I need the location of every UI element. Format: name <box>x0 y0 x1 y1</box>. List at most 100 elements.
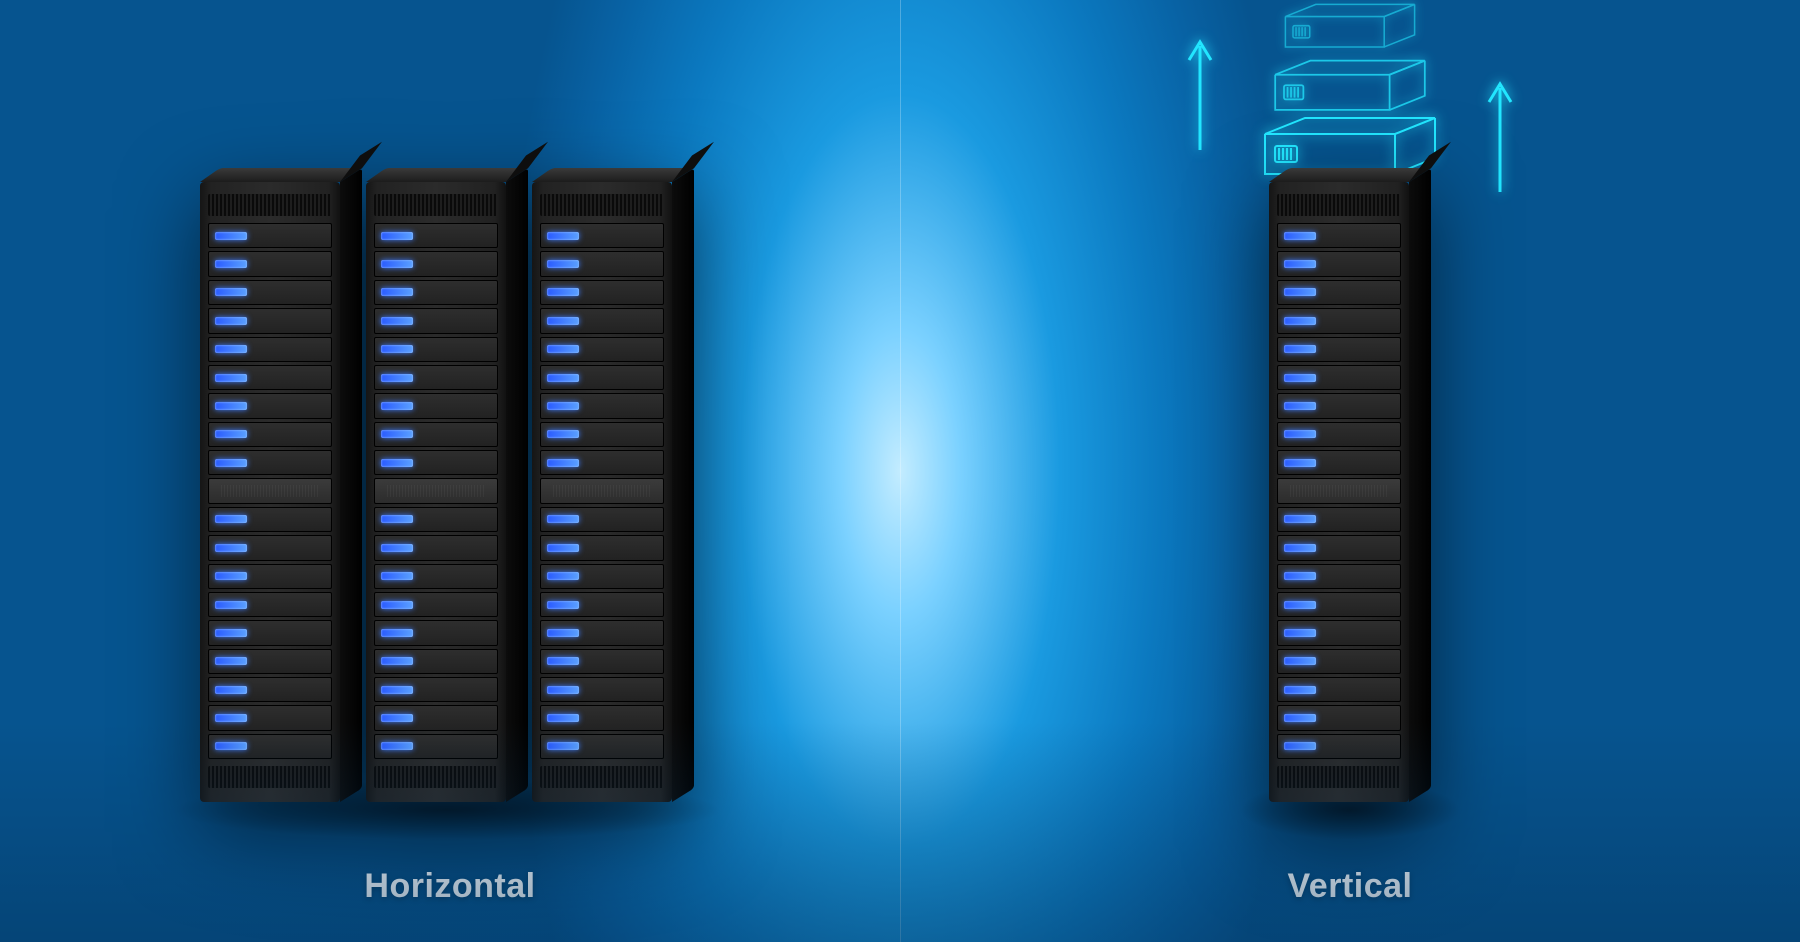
rack-front <box>200 182 340 802</box>
rack-unit <box>374 422 498 447</box>
rack-unit <box>540 337 664 362</box>
led-indicator <box>381 629 413 637</box>
scaling-infographic: Horizontal <box>0 0 1800 942</box>
horizontal-label: Horizontal <box>0 867 900 906</box>
rack-unit <box>374 677 498 702</box>
rack-unit <box>374 478 498 503</box>
led-indicator <box>1284 657 1316 665</box>
server-rack <box>366 182 528 802</box>
led-indicator <box>215 260 247 268</box>
led-indicator <box>381 515 413 523</box>
led-indicator <box>381 260 413 268</box>
led-indicator <box>547 345 579 353</box>
rack-unit <box>374 308 498 333</box>
led-indicator <box>381 742 413 750</box>
rack-unit <box>540 649 664 674</box>
led-indicator <box>547 601 579 609</box>
rack-unit <box>1277 251 1401 276</box>
led-indicator <box>547 402 579 410</box>
rack-unit <box>540 620 664 645</box>
led-indicator <box>215 317 247 325</box>
rack-unit <box>208 734 332 759</box>
led-indicator <box>215 686 247 694</box>
rack-unit <box>1277 507 1401 532</box>
rack-unit <box>540 705 664 730</box>
rack-unit <box>208 422 332 447</box>
led-indicator <box>547 544 579 552</box>
rack-unit <box>374 620 498 645</box>
led-indicator <box>215 232 247 240</box>
led-indicator <box>547 260 579 268</box>
rack-unit <box>374 649 498 674</box>
rack-unit <box>540 393 664 418</box>
led-indicator <box>215 288 247 296</box>
led-indicator <box>1284 714 1316 722</box>
led-indicator <box>547 657 579 665</box>
led-indicator <box>547 686 579 694</box>
server-rack <box>200 182 362 802</box>
led-indicator <box>1284 260 1316 268</box>
rack-unit <box>1277 677 1401 702</box>
led-indicator <box>1284 232 1316 240</box>
rack-unit <box>208 507 332 532</box>
vertical-rack-group <box>1269 182 1431 802</box>
led-indicator <box>215 714 247 722</box>
led-indicator <box>1284 629 1316 637</box>
led-indicator <box>381 601 413 609</box>
up-arrow-icon <box>1485 74 1515 194</box>
rack-unit <box>208 251 332 276</box>
rack-unit <box>540 677 664 702</box>
led-indicator <box>381 459 413 467</box>
rack-unit <box>374 592 498 617</box>
led-indicator <box>547 317 579 325</box>
led-indicator <box>381 345 413 353</box>
led-indicator <box>381 657 413 665</box>
holo-server-icon <box>1258 57 1443 117</box>
rack-unit <box>1277 478 1401 503</box>
led-indicator <box>215 345 247 353</box>
led-indicator <box>547 232 579 240</box>
led-indicator <box>215 374 247 382</box>
led-indicator <box>547 430 579 438</box>
led-indicator <box>1284 459 1316 467</box>
holo-growth-stack <box>1245 0 1455 182</box>
led-indicator <box>381 686 413 694</box>
rack-unit <box>208 564 332 589</box>
led-indicator <box>215 572 247 580</box>
horizontal-rack-group <box>200 182 694 802</box>
rack-unit <box>374 705 498 730</box>
led-indicator <box>547 288 579 296</box>
rack-unit <box>374 280 498 305</box>
rack-unit <box>540 478 664 503</box>
rack-unit <box>540 280 664 305</box>
rack-unit <box>374 450 498 475</box>
rack-unit <box>1277 365 1401 390</box>
led-indicator <box>215 459 247 467</box>
rack-unit <box>1277 393 1401 418</box>
rack-unit <box>208 393 332 418</box>
rack-unit <box>540 507 664 532</box>
rack-unit <box>540 223 664 248</box>
rack-unit <box>540 308 664 333</box>
led-indicator <box>215 629 247 637</box>
rack-unit <box>374 393 498 418</box>
rack-unit <box>540 251 664 276</box>
led-indicator <box>1284 430 1316 438</box>
rack-unit <box>374 564 498 589</box>
rack-unit <box>1277 564 1401 589</box>
led-indicator <box>547 572 579 580</box>
server-rack <box>532 182 694 802</box>
vertical-label: Vertical <box>900 867 1800 906</box>
rack-unit <box>1277 734 1401 759</box>
rack-unit <box>208 677 332 702</box>
led-indicator <box>215 544 247 552</box>
rack-unit <box>374 365 498 390</box>
rack-unit <box>208 649 332 674</box>
rack-unit <box>374 223 498 248</box>
led-indicator <box>381 544 413 552</box>
vertical-panel: Vertical <box>900 0 1800 942</box>
up-arrow-icon <box>1185 32 1215 152</box>
rack-unit <box>1277 280 1401 305</box>
led-indicator <box>381 374 413 382</box>
led-indicator <box>1284 345 1316 353</box>
